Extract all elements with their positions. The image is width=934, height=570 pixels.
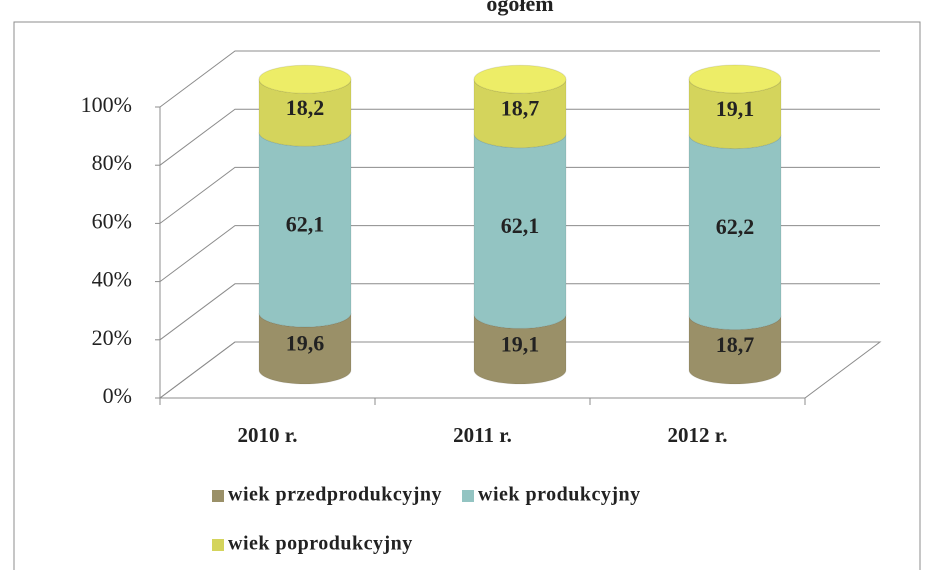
x-tick-label: 2010 r. xyxy=(238,423,298,447)
data-label: 62,1 xyxy=(286,212,325,237)
data-label: 62,2 xyxy=(716,214,755,239)
grid-line xyxy=(159,108,880,166)
legend-swatch xyxy=(462,490,474,502)
legend-label: wiek produkcyjny xyxy=(478,484,641,506)
legend-swatch xyxy=(212,490,224,502)
cylinder-top xyxy=(688,64,782,94)
chart-frame xyxy=(13,21,921,570)
legend-label: wiek przedprodukcyjny xyxy=(228,484,442,506)
y-tick-label: 0% xyxy=(103,383,132,408)
cylinder-top xyxy=(258,64,352,94)
y-tick-label: 100% xyxy=(81,92,132,117)
grid-line xyxy=(159,166,880,224)
grid-line xyxy=(159,283,880,341)
x-tick-label: 2012 r. xyxy=(668,423,728,447)
legend-swatch xyxy=(212,539,224,551)
y-tick-label: 80% xyxy=(92,150,132,175)
grid-line xyxy=(159,50,880,108)
cylinder-top xyxy=(473,64,567,94)
data-label: 19,6 xyxy=(286,331,325,356)
data-label: 19,1 xyxy=(501,331,540,356)
legend-label: wiek poprodukcyjny xyxy=(228,533,413,555)
y-tick-label: 20% xyxy=(92,325,132,350)
data-label: 62,1 xyxy=(501,213,540,238)
data-label: 19,1 xyxy=(716,96,755,121)
data-label: 18,7 xyxy=(716,332,755,357)
grid-line xyxy=(159,341,880,399)
chart-title: ogółem xyxy=(486,0,553,16)
y-tick-label: 60% xyxy=(92,208,132,233)
data-label: 18,2 xyxy=(286,95,325,120)
data-label: 18,7 xyxy=(501,96,540,121)
x-tick-label: 2011 r. xyxy=(453,423,512,447)
grid-line xyxy=(159,225,880,283)
y-tick-label: 40% xyxy=(92,267,132,292)
